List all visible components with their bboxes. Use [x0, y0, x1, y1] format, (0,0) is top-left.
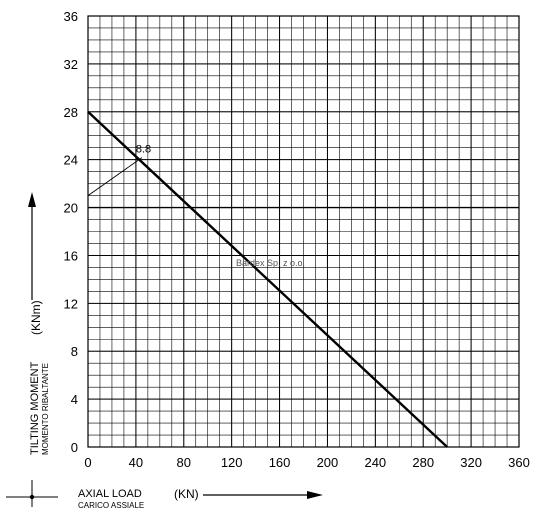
- plot-frame: [87, 15, 520, 448]
- y-axis-label-group: TILTING MOMENT MOMENTO RIBALTANTE (KNm): [29, 300, 50, 455]
- x-axis-unit: (KN): [174, 487, 199, 501]
- y-axis-label: TILTING MOMENT: [29, 361, 41, 455]
- x-tick-label: 360: [508, 455, 530, 470]
- x-tick-label: 160: [269, 455, 291, 470]
- x-tick-label: 80: [177, 455, 191, 470]
- x-tick-label: 320: [460, 455, 482, 470]
- y-tick-label: 16: [64, 248, 78, 263]
- annotation-label: 8.8: [136, 144, 151, 156]
- x-axis-arrowhead: [307, 491, 323, 499]
- x-tick-label: 120: [221, 455, 243, 470]
- x-axis-sublabel: CARICO ASSIALE: [78, 501, 144, 510]
- y-axis-unit: (KNm): [29, 300, 43, 335]
- y-tick-label: 20: [64, 201, 78, 216]
- x-tick-label: 240: [364, 455, 386, 470]
- series-layer: [87, 110, 448, 448]
- series-line: [87, 110, 448, 448]
- x-tick-label: 0: [84, 455, 91, 470]
- x-tick-label: 200: [317, 455, 339, 470]
- minor-grid: [87, 15, 520, 448]
- y-tick-label: 0: [71, 440, 78, 455]
- y-tick-label: 24: [64, 153, 78, 168]
- origin-marker-dot: [29, 494, 35, 500]
- annotation-layer: 8.8: [87, 144, 151, 196]
- y-axis-arrowhead: [28, 192, 36, 207]
- x-axis-label: AXIAL LOAD: [78, 488, 142, 500]
- x-tick-label: 40: [129, 455, 143, 470]
- y-tick-label: 36: [64, 9, 78, 24]
- y-tick-label: 8: [71, 344, 78, 359]
- y-tick-label: 32: [64, 57, 78, 72]
- y-tick-labels: 0 4 8 12 16 20 24 28 32 36: [64, 9, 78, 455]
- x-tick-labels: 0 40 80 120 160 200 240 280 320 360: [84, 455, 529, 470]
- y-tick-label: 4: [71, 392, 78, 407]
- x-tick-label: 280: [412, 455, 434, 470]
- y-tick-label: 28: [64, 105, 78, 120]
- watermark: Bardex Sp. z o.o.: [236, 258, 305, 268]
- y-tick-label: 12: [64, 296, 78, 311]
- annotation-leader: [87, 157, 143, 196]
- y-axis-sublabel: MOMENTO RIBALTANTE: [41, 363, 50, 455]
